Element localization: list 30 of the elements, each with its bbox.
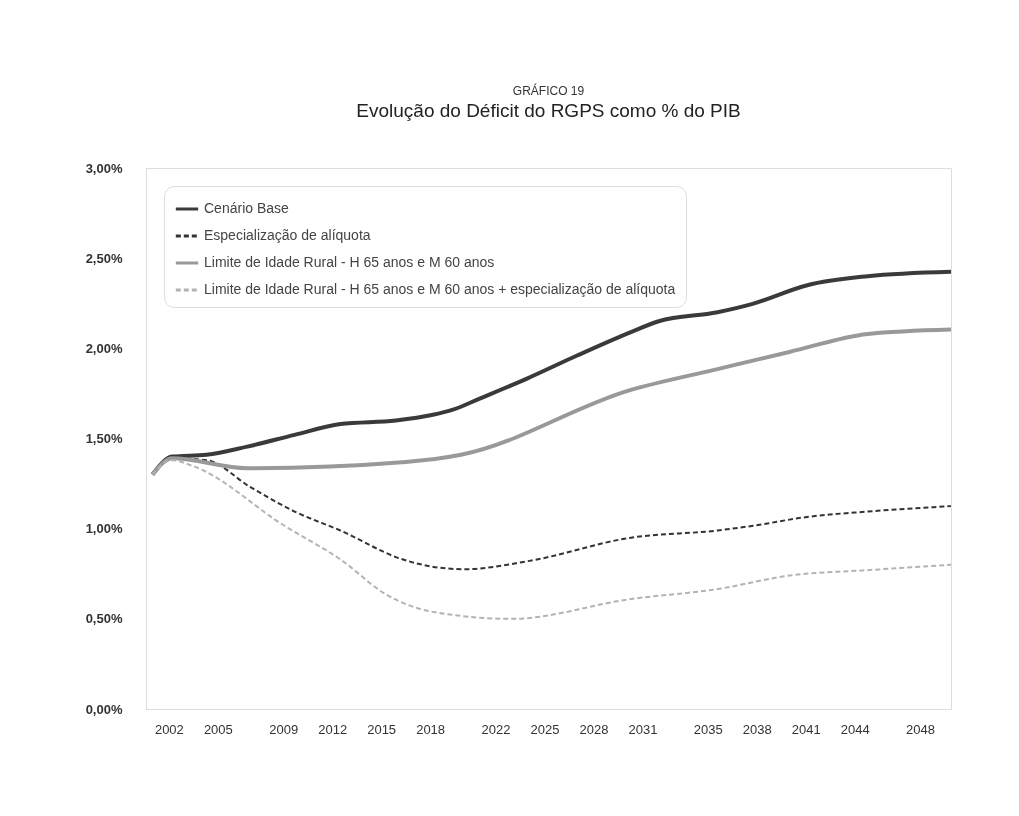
y-tick-label: 2,50% xyxy=(85,250,123,266)
y-tick-label: 0,50% xyxy=(85,611,123,627)
x-tick-label: 2035 xyxy=(693,721,723,737)
legend-label: Especialização de alíquota xyxy=(204,227,371,243)
x-tick-label: 2012 xyxy=(318,721,348,737)
x-tick-label: 2044 xyxy=(840,721,870,737)
x-tick-label: 2048 xyxy=(906,721,935,737)
x-tick-label: 2041 xyxy=(791,721,821,737)
x-tick-label: 2005 xyxy=(203,721,233,737)
y-tick-label: 1,50% xyxy=(85,431,123,446)
legend-label: Limite de Idade Rural - H 65 anos e M 60 anos + especialização de alíquota xyxy=(204,281,676,297)
x-tick-label: 2038 xyxy=(742,721,772,737)
y-tick-label: 2,00% xyxy=(85,340,123,356)
x-tick-label: 2018 xyxy=(416,721,446,737)
x-tick-label: 2025 xyxy=(530,721,560,737)
y-tick-label: 3,00% xyxy=(85,160,123,176)
line-series xyxy=(151,459,952,620)
x-tick-label: 2009 xyxy=(269,721,299,737)
line-series xyxy=(150,327,953,477)
x-tick-label: 2002 xyxy=(154,721,184,737)
x-tick-label: 2031 xyxy=(628,721,658,737)
chart-title: GRÁFICO 19 xyxy=(512,83,585,98)
y-tick-label: 0,00% xyxy=(85,701,123,717)
chart-subtitle: Evolução do Déficit do RGPS como % do PIB xyxy=(356,100,741,121)
legend-label: Limite de Idade Rural - H 65 anos e M 60 anos xyxy=(204,254,495,270)
x-tick-label: 2022 xyxy=(481,721,511,737)
x-tick-label: 2015 xyxy=(367,721,397,737)
x-tick-label: 2028 xyxy=(579,721,609,737)
legend-label: Cenário Base xyxy=(204,200,290,216)
y-tick-label: 1,00% xyxy=(85,521,123,537)
